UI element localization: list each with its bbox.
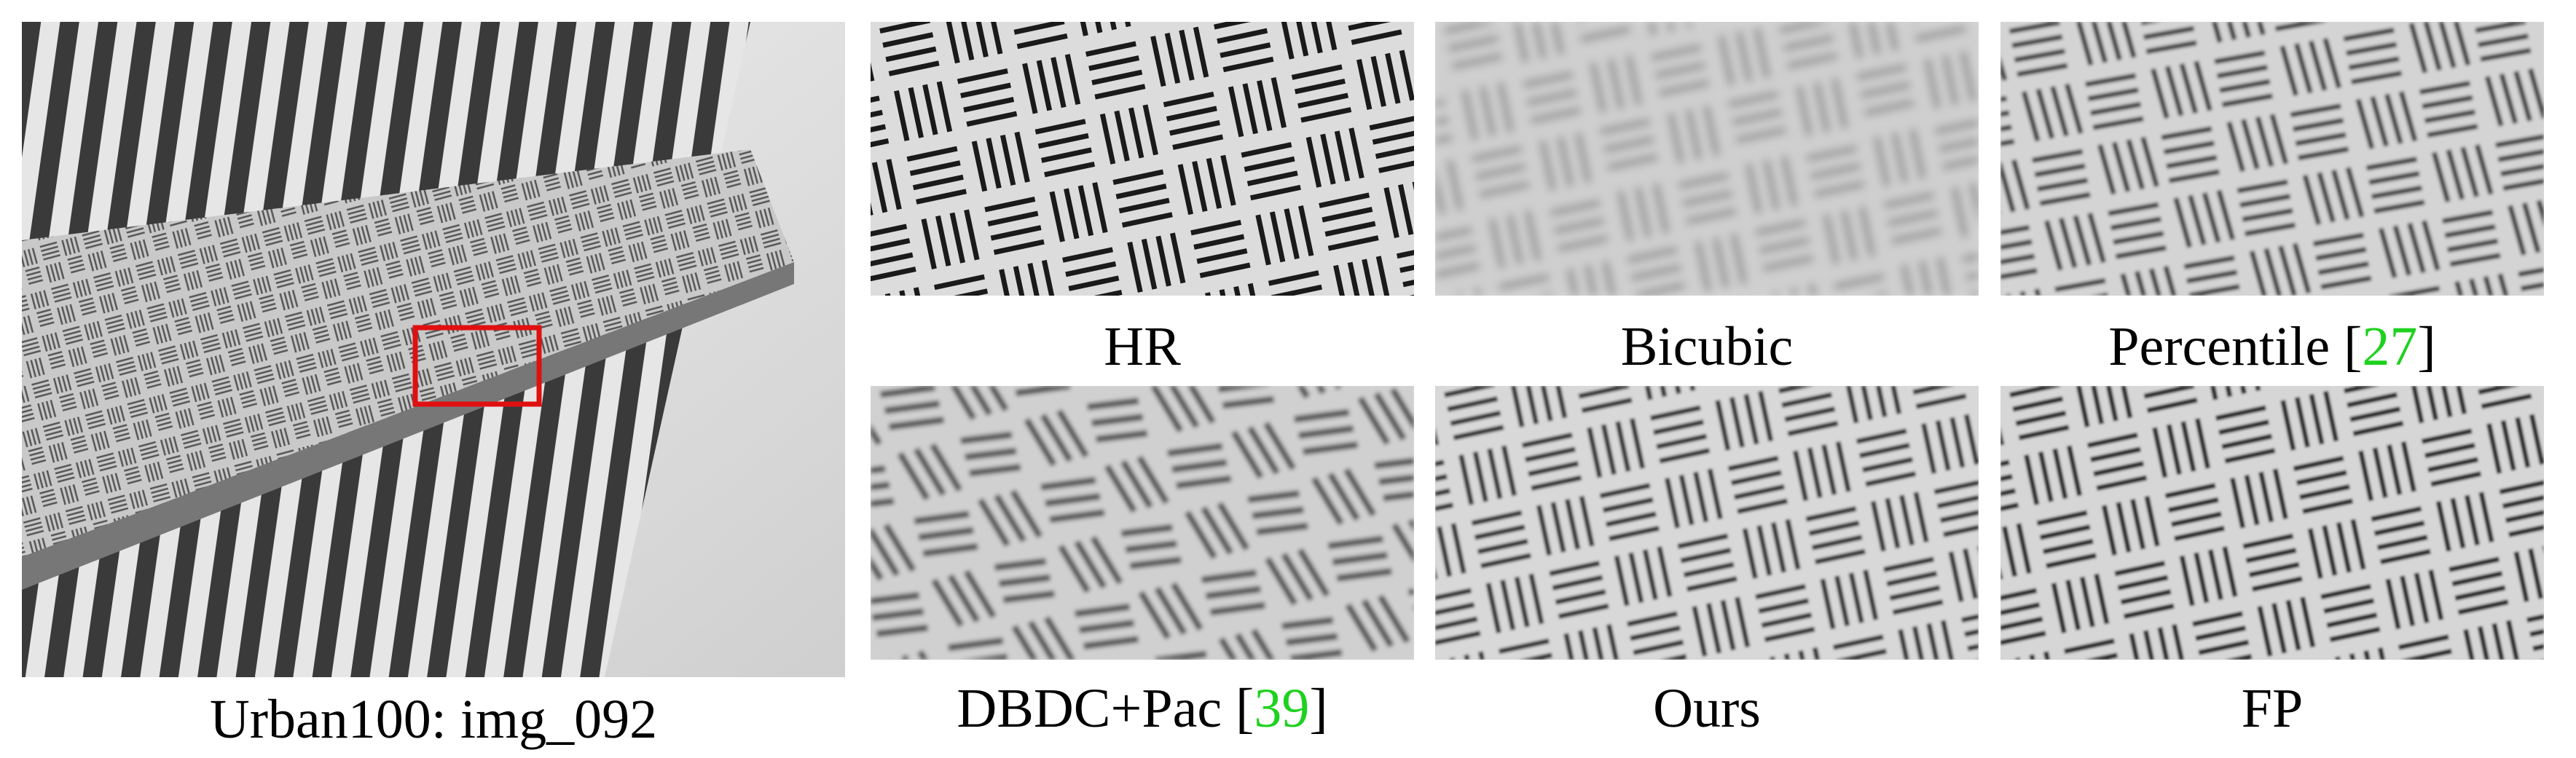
citation: 39 — [1254, 678, 1310, 739]
ours-crop — [1435, 386, 1979, 660]
main-photo — [22, 22, 845, 677]
fp-crop — [2000, 386, 2544, 660]
percentile-crop — [2000, 22, 2544, 296]
caption-ours: Ours — [1653, 678, 1761, 739]
main-caption: Urban100: img_092 — [209, 689, 658, 750]
highlight-box — [412, 325, 542, 407]
caption-bicubic: Bicubic — [1620, 316, 1794, 377]
caption-hr: HR — [1104, 316, 1181, 377]
caption-percentile: Percentile [27] — [2108, 316, 2436, 377]
bicubic-crop — [1435, 22, 1979, 296]
caption-dbdc-pac: DBDC+Pac [39] — [957, 678, 1328, 739]
caption-fp: FP — [2241, 678, 2304, 739]
citation: 27 — [2362, 316, 2418, 377]
hr-crop — [871, 22, 1414, 296]
dbdc-pac-crop — [871, 386, 1414, 660]
building-image — [22, 22, 845, 677]
